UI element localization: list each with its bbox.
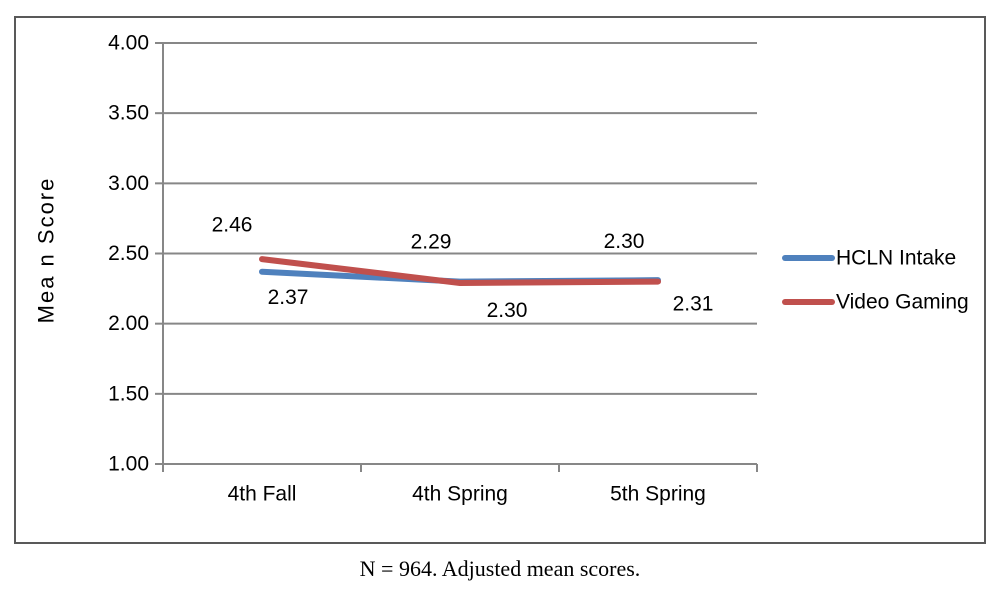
y-axis-title: Mea n Score bbox=[34, 177, 59, 324]
y-tick-label: 2.50 bbox=[108, 242, 149, 265]
x-tick-label: 4th Spring bbox=[412, 483, 508, 506]
legend-label-video-gaming: Video Gaming bbox=[836, 291, 969, 314]
data-label: 2.30 bbox=[487, 299, 528, 322]
data-label: 2.31 bbox=[673, 293, 714, 316]
chart-caption: N = 964. Adjusted mean scores. bbox=[359, 556, 641, 581]
legend-label-hcln-intake: HCLN Intake bbox=[836, 247, 956, 270]
x-tick-label: 4th Fall bbox=[228, 483, 297, 506]
data-label: 2.46 bbox=[212, 214, 253, 237]
x-tick-label: 5th Spring bbox=[610, 483, 706, 506]
series-line-video-gaming bbox=[259, 256, 661, 286]
y-tick-label: 3.00 bbox=[108, 172, 149, 195]
figure-border bbox=[14, 16, 986, 544]
y-tick-label: 1.50 bbox=[108, 382, 149, 405]
data-label: 2.37 bbox=[268, 286, 309, 309]
y-tick-label: 2.00 bbox=[108, 312, 149, 335]
y-tick-label: 3.50 bbox=[108, 102, 149, 125]
y-tick-label: 1.00 bbox=[108, 453, 149, 476]
data-label: 2.30 bbox=[604, 230, 645, 253]
data-label: 2.29 bbox=[411, 230, 452, 253]
y-tick-label: 4.00 bbox=[108, 32, 149, 55]
